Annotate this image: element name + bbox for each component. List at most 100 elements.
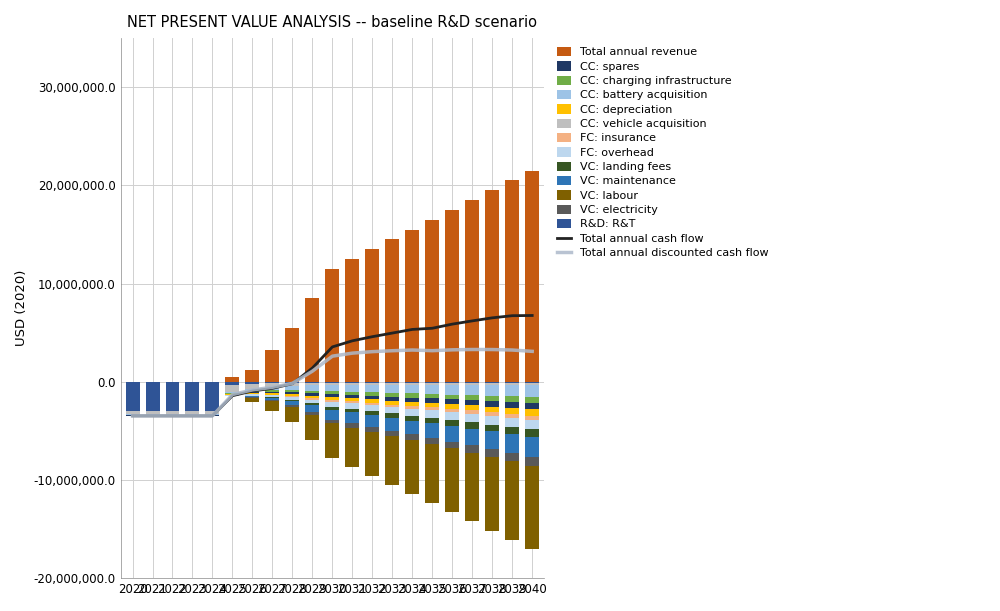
Bar [225, 395, 239, 396]
Bar [385, 401, 399, 404]
Bar [245, 382, 259, 384]
Total annual cash flow [466, 317, 478, 324]
Bar [345, 398, 359, 401]
Bar [126, 411, 140, 414]
Bar [305, 406, 319, 412]
Total annual discounted cash flow [446, 346, 458, 354]
Title: NET PRESENT VALUE ANALYSIS -- baseline R&D scenario: NET PRESENT VALUE ANALYSIS -- baseline R… [127, 15, 537, 30]
Bar [425, 220, 439, 382]
Total annual discounted cash flow [326, 353, 338, 360]
Bar [525, 409, 539, 415]
Bar [325, 420, 339, 423]
Total annual discounted cash flow [306, 367, 318, 375]
Total annual discounted cash flow [206, 412, 218, 420]
Bar [385, 436, 399, 485]
Bar [445, 442, 459, 448]
Bar [126, 414, 140, 415]
Bar [405, 420, 419, 434]
Bar [345, 382, 359, 383]
Bar [345, 423, 359, 428]
Total annual discounted cash flow [426, 347, 438, 354]
Total annual discounted cash flow [346, 349, 358, 357]
Bar [345, 412, 359, 423]
Bar [365, 405, 379, 411]
Bar [245, 396, 259, 397]
Total annual cash flow [286, 380, 298, 387]
Bar [305, 393, 319, 395]
Total annual discounted cash flow [486, 346, 498, 353]
Bar [505, 408, 519, 414]
Bar [485, 449, 499, 457]
Bar [365, 399, 379, 403]
Bar [485, 407, 499, 412]
Total annual cash flow [147, 412, 159, 420]
Bar [465, 445, 479, 453]
Total annual cash flow [166, 412, 178, 420]
Bar [505, 418, 519, 427]
Bar [225, 392, 239, 393]
Bar [365, 383, 379, 385]
Bar [265, 393, 279, 395]
Bar [385, 393, 399, 397]
Bar [265, 398, 279, 400]
Bar [325, 383, 339, 385]
Total annual discounted cash flow [466, 346, 478, 353]
Total annual discounted cash flow [147, 412, 159, 420]
Bar [485, 382, 499, 383]
Bar [345, 259, 359, 382]
Bar [245, 392, 259, 393]
Bar [505, 427, 519, 434]
Bar [485, 412, 499, 415]
Bar [285, 401, 299, 405]
Bar [465, 411, 479, 414]
Bar [385, 404, 399, 407]
Total annual discounted cash flow [186, 412, 198, 420]
Total annual cash flow [386, 329, 398, 337]
Bar [325, 407, 339, 410]
Bar [365, 385, 379, 392]
Bar [505, 461, 519, 540]
Bar [485, 396, 499, 401]
Bar [465, 453, 479, 521]
Bar [365, 426, 379, 431]
Y-axis label: USD (2020): USD (2020) [15, 270, 28, 346]
Bar [445, 382, 459, 383]
Bar [465, 395, 479, 400]
Total annual discounted cash flow [386, 347, 398, 354]
Bar [345, 401, 359, 403]
Total annual cash flow [226, 392, 238, 400]
Bar [305, 298, 319, 382]
Bar [305, 412, 319, 415]
Bar [265, 395, 279, 397]
Bar [325, 269, 339, 382]
Bar [405, 415, 419, 420]
Bar [305, 390, 319, 393]
Bar [345, 409, 359, 412]
Bar [385, 431, 399, 436]
Bar [365, 396, 379, 399]
Bar [345, 395, 359, 398]
Line: Total annual cash flow: Total annual cash flow [133, 315, 532, 416]
Bar [445, 210, 459, 382]
Bar [285, 407, 299, 422]
Bar [505, 414, 519, 418]
Bar [245, 393, 259, 394]
Bar [305, 395, 319, 398]
Line: Total annual discounted cash flow: Total annual discounted cash flow [133, 349, 532, 416]
Bar [365, 403, 379, 405]
Total annual cash flow [306, 364, 318, 371]
Bar [425, 444, 439, 503]
Legend: Total annual revenue, CC: spares, CC: charging infrastructure, CC: battery acqui: Total annual revenue, CC: spares, CC: ch… [554, 43, 771, 262]
Bar [505, 453, 519, 461]
Bar [325, 394, 339, 397]
Bar [265, 382, 279, 383]
Total annual cash flow [127, 412, 139, 420]
Total annual cash flow [246, 387, 258, 395]
Bar [465, 422, 479, 428]
Bar [465, 385, 479, 395]
Bar [525, 466, 539, 549]
Bar [225, 382, 239, 385]
Bar [425, 383, 439, 385]
Bar [365, 411, 379, 415]
Bar [166, 411, 179, 414]
